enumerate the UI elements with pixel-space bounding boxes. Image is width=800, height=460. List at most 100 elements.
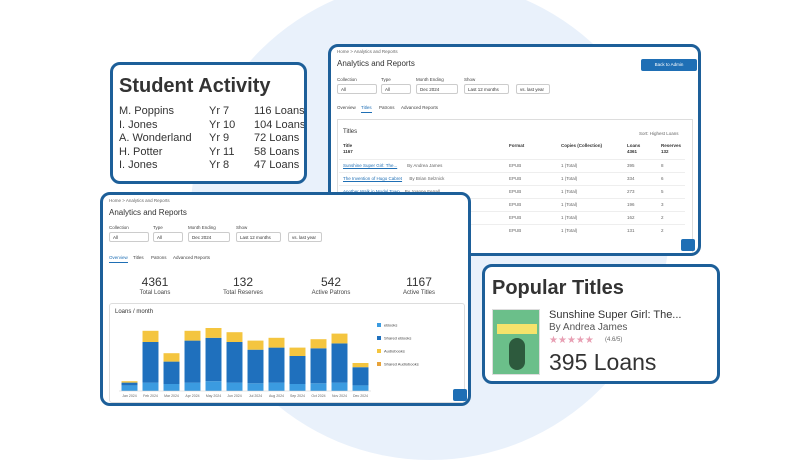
format: EPUB	[509, 215, 522, 220]
bar-segment	[184, 382, 201, 391]
copies: 1 (Total)	[561, 189, 578, 194]
title-link[interactable]: Another Walk in Model Town	[343, 189, 400, 194]
reserves: 8	[661, 163, 664, 168]
legend-label: Shared eBooks	[384, 336, 411, 341]
copies: 1 (Total)	[561, 163, 578, 168]
student-name: I. Jones	[119, 118, 158, 131]
breadcrumb: Home > Analytics and Reports	[337, 49, 398, 54]
loan-count: 72 Loans	[254, 132, 300, 144]
column-header: Copies (Collection)	[561, 143, 603, 148]
copies: 1 (Total)	[561, 202, 578, 207]
bar-segment	[142, 342, 159, 383]
filter-label: Collection	[337, 77, 357, 82]
section-box	[337, 119, 693, 253]
stat-label: Total Loans	[139, 290, 171, 296]
stat-value: 1167	[406, 275, 432, 289]
filter-label: Collection	[109, 225, 129, 230]
bar-segment	[352, 367, 369, 386]
tab[interactable]: Patrons	[379, 105, 395, 110]
column-header: Reserves	[661, 143, 682, 148]
column-header: Title	[343, 143, 353, 148]
student-name: I. Jones	[119, 159, 158, 171]
loans: 395	[627, 163, 635, 168]
legend-label: eBooks	[384, 323, 397, 328]
chat-button[interactable]	[681, 239, 695, 251]
title-author: By Brian Selznick	[409, 176, 445, 181]
x-tick-label: Nov 2024	[332, 394, 347, 398]
compare-select[interactable]: vs. last year	[516, 84, 550, 94]
row-divider	[339, 224, 685, 225]
loan-count: 58 Loans	[254, 145, 300, 158]
column-total: 132	[661, 149, 669, 154]
filter-select[interactable]: All	[381, 84, 411, 94]
bar-segment	[352, 385, 369, 391]
report-title: Analytics and Reports	[337, 59, 415, 68]
legend-swatch	[377, 336, 381, 340]
column-total: 1167	[343, 149, 353, 154]
compare-select[interactable]: vs. last year	[288, 232, 322, 242]
legend-swatch	[377, 362, 381, 366]
x-tick-label: Apr 2024	[185, 394, 199, 398]
bar-segment	[247, 349, 264, 384]
bar-segment	[205, 328, 222, 338]
filter-select[interactable]: Dec 2024	[416, 84, 458, 94]
filter-select[interactable]: All	[337, 84, 377, 94]
bar-segment	[163, 384, 180, 391]
tab[interactable]: Titles	[133, 255, 144, 260]
breadcrumb: Home > Analytics and Reports	[109, 198, 170, 203]
format: EPUB	[509, 189, 522, 194]
x-tick-label: May 2024	[206, 394, 221, 398]
filter-label: Month Ending	[188, 225, 216, 230]
tab[interactable]: Patrons	[151, 255, 167, 260]
legend-label: Shared Audiobooks	[384, 362, 419, 367]
loan-count: 104 Loans	[254, 118, 306, 131]
format: EPUB	[509, 202, 522, 207]
reserves: 3	[661, 202, 664, 207]
card-title: Popular Titles	[492, 277, 624, 299]
star: ★	[566, 335, 576, 346]
x-tick-label: Mar 2024	[164, 394, 179, 398]
bar-segment	[226, 382, 243, 391]
back-button[interactable]: Back to Admin	[641, 59, 697, 71]
stat-value: 4361	[141, 275, 169, 289]
legend-swatch	[377, 349, 381, 353]
filter-select[interactable]: All	[109, 232, 149, 242]
bar-segment	[247, 340, 264, 350]
filter-select[interactable]: Last 12 months	[464, 84, 509, 94]
tab[interactable]: Advanced Reports	[173, 255, 211, 260]
filter-select[interactable]: Last 12 months	[236, 232, 281, 242]
bar-segment	[331, 333, 348, 344]
filter-label: Show	[236, 225, 248, 230]
title-author: By Joanne Ferrell	[405, 189, 440, 194]
bar-segment	[331, 382, 348, 391]
bar-segment	[121, 382, 138, 386]
row-divider	[339, 172, 685, 173]
chart-title: Loans / month	[115, 309, 154, 315]
stat-value: 542	[320, 275, 342, 289]
legend-swatch	[377, 323, 381, 327]
filter-select[interactable]: Dec 2024	[188, 232, 230, 242]
title-link[interactable]: The Invention of Hugo Cabret	[343, 176, 403, 181]
page: Student Activity M. Poppins Yr 7 116 Loans…	[100, 0, 720, 460]
bar-segment	[226, 332, 243, 342]
star: ★	[557, 335, 567, 346]
tab[interactable]: Advanced Reports	[401, 105, 439, 110]
tab[interactable]: Overview	[109, 255, 128, 263]
star: ★	[584, 335, 594, 346]
popular-titles-card: Popular Titles Sunshine Super Girl: The.…	[482, 264, 720, 384]
bar-segment	[310, 339, 327, 349]
year-group: Yr 9	[209, 132, 230, 144]
overview-report: Home > Analytics and Reports Analytics a…	[100, 192, 471, 406]
stat-label: Total Reserves	[223, 290, 263, 296]
x-tick-label: Jul 2024	[249, 394, 262, 398]
tab[interactable]: Titles	[361, 105, 372, 113]
student-name: H. Potter	[119, 145, 163, 158]
bar-segment	[184, 330, 201, 341]
bar-segment	[142, 382, 159, 391]
filter-select[interactable]: All	[153, 232, 183, 242]
chat-button[interactable]	[453, 389, 467, 401]
tab[interactable]: Overview	[337, 105, 356, 110]
column-header: Loans	[627, 143, 641, 148]
bar-segment	[121, 385, 138, 391]
title-link[interactable]: Sunshine Super Girl: The...	[343, 163, 398, 168]
